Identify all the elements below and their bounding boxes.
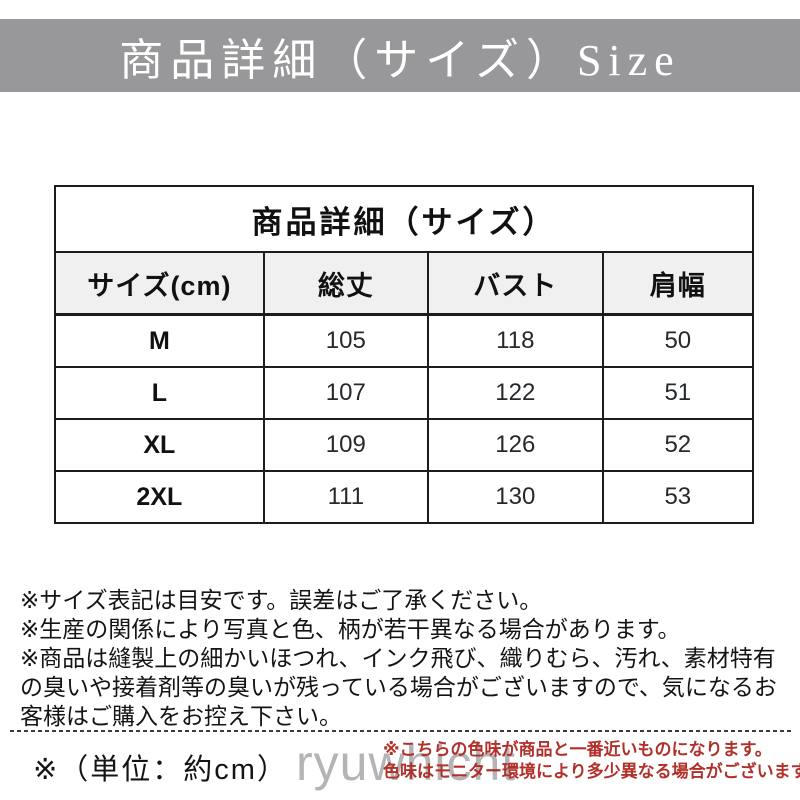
- table-row-xl: XL 109 126 52: [56, 420, 752, 472]
- length-value: 107: [262, 368, 427, 418]
- color-disclaimer-line1: ※こちらの色味が商品と一番近いものになります。: [383, 740, 772, 759]
- column-header-size: サイズ(cm): [87, 270, 232, 301]
- size-table-title: 商品詳細（サイズ）: [251, 204, 557, 240]
- size-label: M: [148, 326, 170, 355]
- size-table-title-row: 商品詳細（サイズ）: [56, 187, 752, 253]
- banner-title: 商品詳細（サイズ）Size: [119, 35, 681, 85]
- size-table-header-row: サイズ(cm) 総丈 バスト 肩幅: [56, 253, 752, 316]
- length-value: 109: [262, 420, 427, 470]
- dashed-divider: [10, 730, 792, 732]
- length-value: 111: [262, 472, 427, 522]
- bust-value: 122: [426, 368, 602, 418]
- table-row-2xl: 2XL 111 130 53: [56, 472, 752, 522]
- note-color-difference: ※生産の関係により写真と色、柄が若干異なる場合があります。: [20, 616, 681, 642]
- store-watermark: ryuwhicht: [296, 735, 517, 791]
- shoulder-value: 52: [601, 420, 752, 470]
- column-header-bust: バスト: [426, 253, 602, 313]
- table-row-l: L 107 122 51: [56, 368, 752, 420]
- title-banner: 商品詳細（サイズ）Size: [0, 19, 800, 92]
- shoulder-value: 50: [601, 316, 752, 366]
- length-value: 105: [262, 316, 427, 366]
- unit-note: ※（単位：約cm）: [33, 754, 288, 786]
- color-disclaimer-line2: 色味はモニター環境により多少異なる場合がございます。: [383, 762, 800, 781]
- column-header-length: 総丈: [262, 253, 427, 313]
- table-row-m: M 105 118 50: [56, 316, 752, 368]
- note-size-accuracy: ※サイズ表記は目安です。誤差はご了承ください。: [20, 587, 543, 613]
- column-header-shoulder: 肩幅: [601, 253, 752, 313]
- disclaimer-notes: ※サイズ表記は目安です。誤差はご了承ください。 ※生産の関係により写真と色、柄が…: [20, 586, 798, 731]
- size-table: 商品詳細（サイズ） サイズ(cm) 総丈 バスト 肩幅 M 105 118 50…: [54, 185, 754, 524]
- color-disclaimer: ※こちらの色味が商品と一番近いものになります。 色味はモニター環境により多少異な…: [383, 739, 800, 783]
- bust-value: 126: [426, 420, 602, 470]
- size-label: L: [151, 378, 167, 407]
- size-label: 2XL: [136, 482, 183, 511]
- shoulder-value: 51: [601, 368, 752, 418]
- bust-value: 130: [426, 472, 602, 522]
- size-label: XL: [143, 430, 176, 459]
- shoulder-value: 53: [601, 472, 752, 522]
- note-product-condition: ※商品は縫製上の細かいほつれ、インク飛び、織りむら、汚れ、素材特有の臭いや接着剤…: [20, 645, 777, 729]
- bust-value: 118: [426, 316, 602, 366]
